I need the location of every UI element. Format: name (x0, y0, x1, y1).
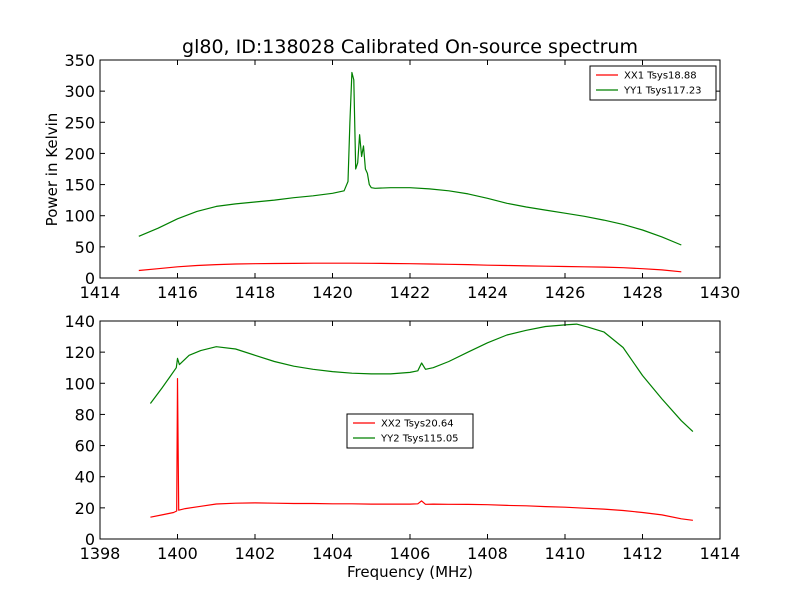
bottom-xtick-label: 1408 (467, 544, 508, 563)
bottom-xtick-label: 1410 (545, 544, 586, 563)
top-xtick-label: 1414 (80, 283, 121, 302)
top-xtick-label: 1420 (312, 283, 353, 302)
top-ytick-label: 150 (64, 176, 95, 195)
bottom-ytick-label: 140 (64, 312, 95, 331)
bottom-xlabel: Frequency (MHz) (347, 563, 473, 581)
bottom-xtick-label: 1406 (390, 544, 431, 563)
bottom-ytick-label: 40 (75, 468, 95, 487)
top-xtick-label: 1416 (157, 283, 198, 302)
top-xtick-label: 1424 (467, 283, 508, 302)
bottom-legend: XX2 Tsys20.64 YY2 Tsys115.05 (346, 413, 474, 449)
bottom-ytick-label: 100 (64, 374, 95, 393)
top-ytick-label: 250 (64, 113, 95, 132)
bottom-series-line-2 (149, 323, 694, 433)
bottom-xtick-label: 1414 (700, 544, 741, 563)
top-xtick-label: 1426 (545, 283, 586, 302)
chart-title: gl80, ID:138028 Calibrated On-source spe… (182, 36, 638, 58)
top-xtick-label: 1418 (235, 283, 276, 302)
bottom-subplot: 1398 1400 1402 1404 1406 1408 1410 1412 1414 0 20 4… (64, 312, 740, 563)
bottom-xtick-label: 1398 (80, 544, 121, 563)
bottom-legend-box (346, 413, 474, 449)
bottom-ytick-label: 20 (75, 499, 95, 518)
bottom-ytick-label: 0 (85, 530, 95, 549)
top-ytick-label: 200 (64, 144, 95, 163)
top-ytick-label: 100 (64, 207, 95, 226)
bottom-series-line-1 (150, 378, 693, 521)
top-ytick-label: 350 (64, 51, 95, 70)
top-xtick-label: 1430 (700, 283, 741, 302)
top-series-line-2 (138, 71, 682, 246)
top-xtick-label: 1422 (390, 283, 431, 302)
bottom-xtick-label: 1404 (312, 544, 353, 563)
bottom-ytick-label: 60 (75, 437, 95, 456)
top-subplot: 1414 1416 1418 1420 1422 1424 1426 1428 1430 0 50 1… (64, 51, 740, 302)
bottom-ytick-label: 80 (75, 405, 95, 424)
top-series-line-1 (138, 262, 682, 273)
top-ytick-label: 0 (85, 269, 95, 288)
top-legend: XX1 Tsys18.88 YY1 Tsys117.23 (589, 65, 717, 101)
top-legend-label-1: XX1 Tsys18.88 (624, 71, 697, 82)
bottom-legend-label-2: YY2 Tsys115.05 (380, 434, 459, 445)
bottom-xtick-label: 1402 (235, 544, 276, 563)
bottom-legend-label-1: XX2 Tsys20.64 (381, 419, 454, 430)
bottom-ytick-label: 120 (64, 343, 95, 362)
top-ytick-label: 50 (75, 238, 95, 257)
top-legend-label-2: YY1 Tsys117.23 (623, 86, 702, 97)
bottom-xtick-label: 1412 (622, 544, 663, 563)
top-ytick-label: 300 (64, 82, 95, 101)
bottom-xtick-label: 1400 (157, 544, 198, 563)
top-ylabel: Power in Kelvin (43, 113, 61, 227)
top-legend-box (589, 65, 717, 101)
top-xtick-label: 1428 (622, 283, 663, 302)
